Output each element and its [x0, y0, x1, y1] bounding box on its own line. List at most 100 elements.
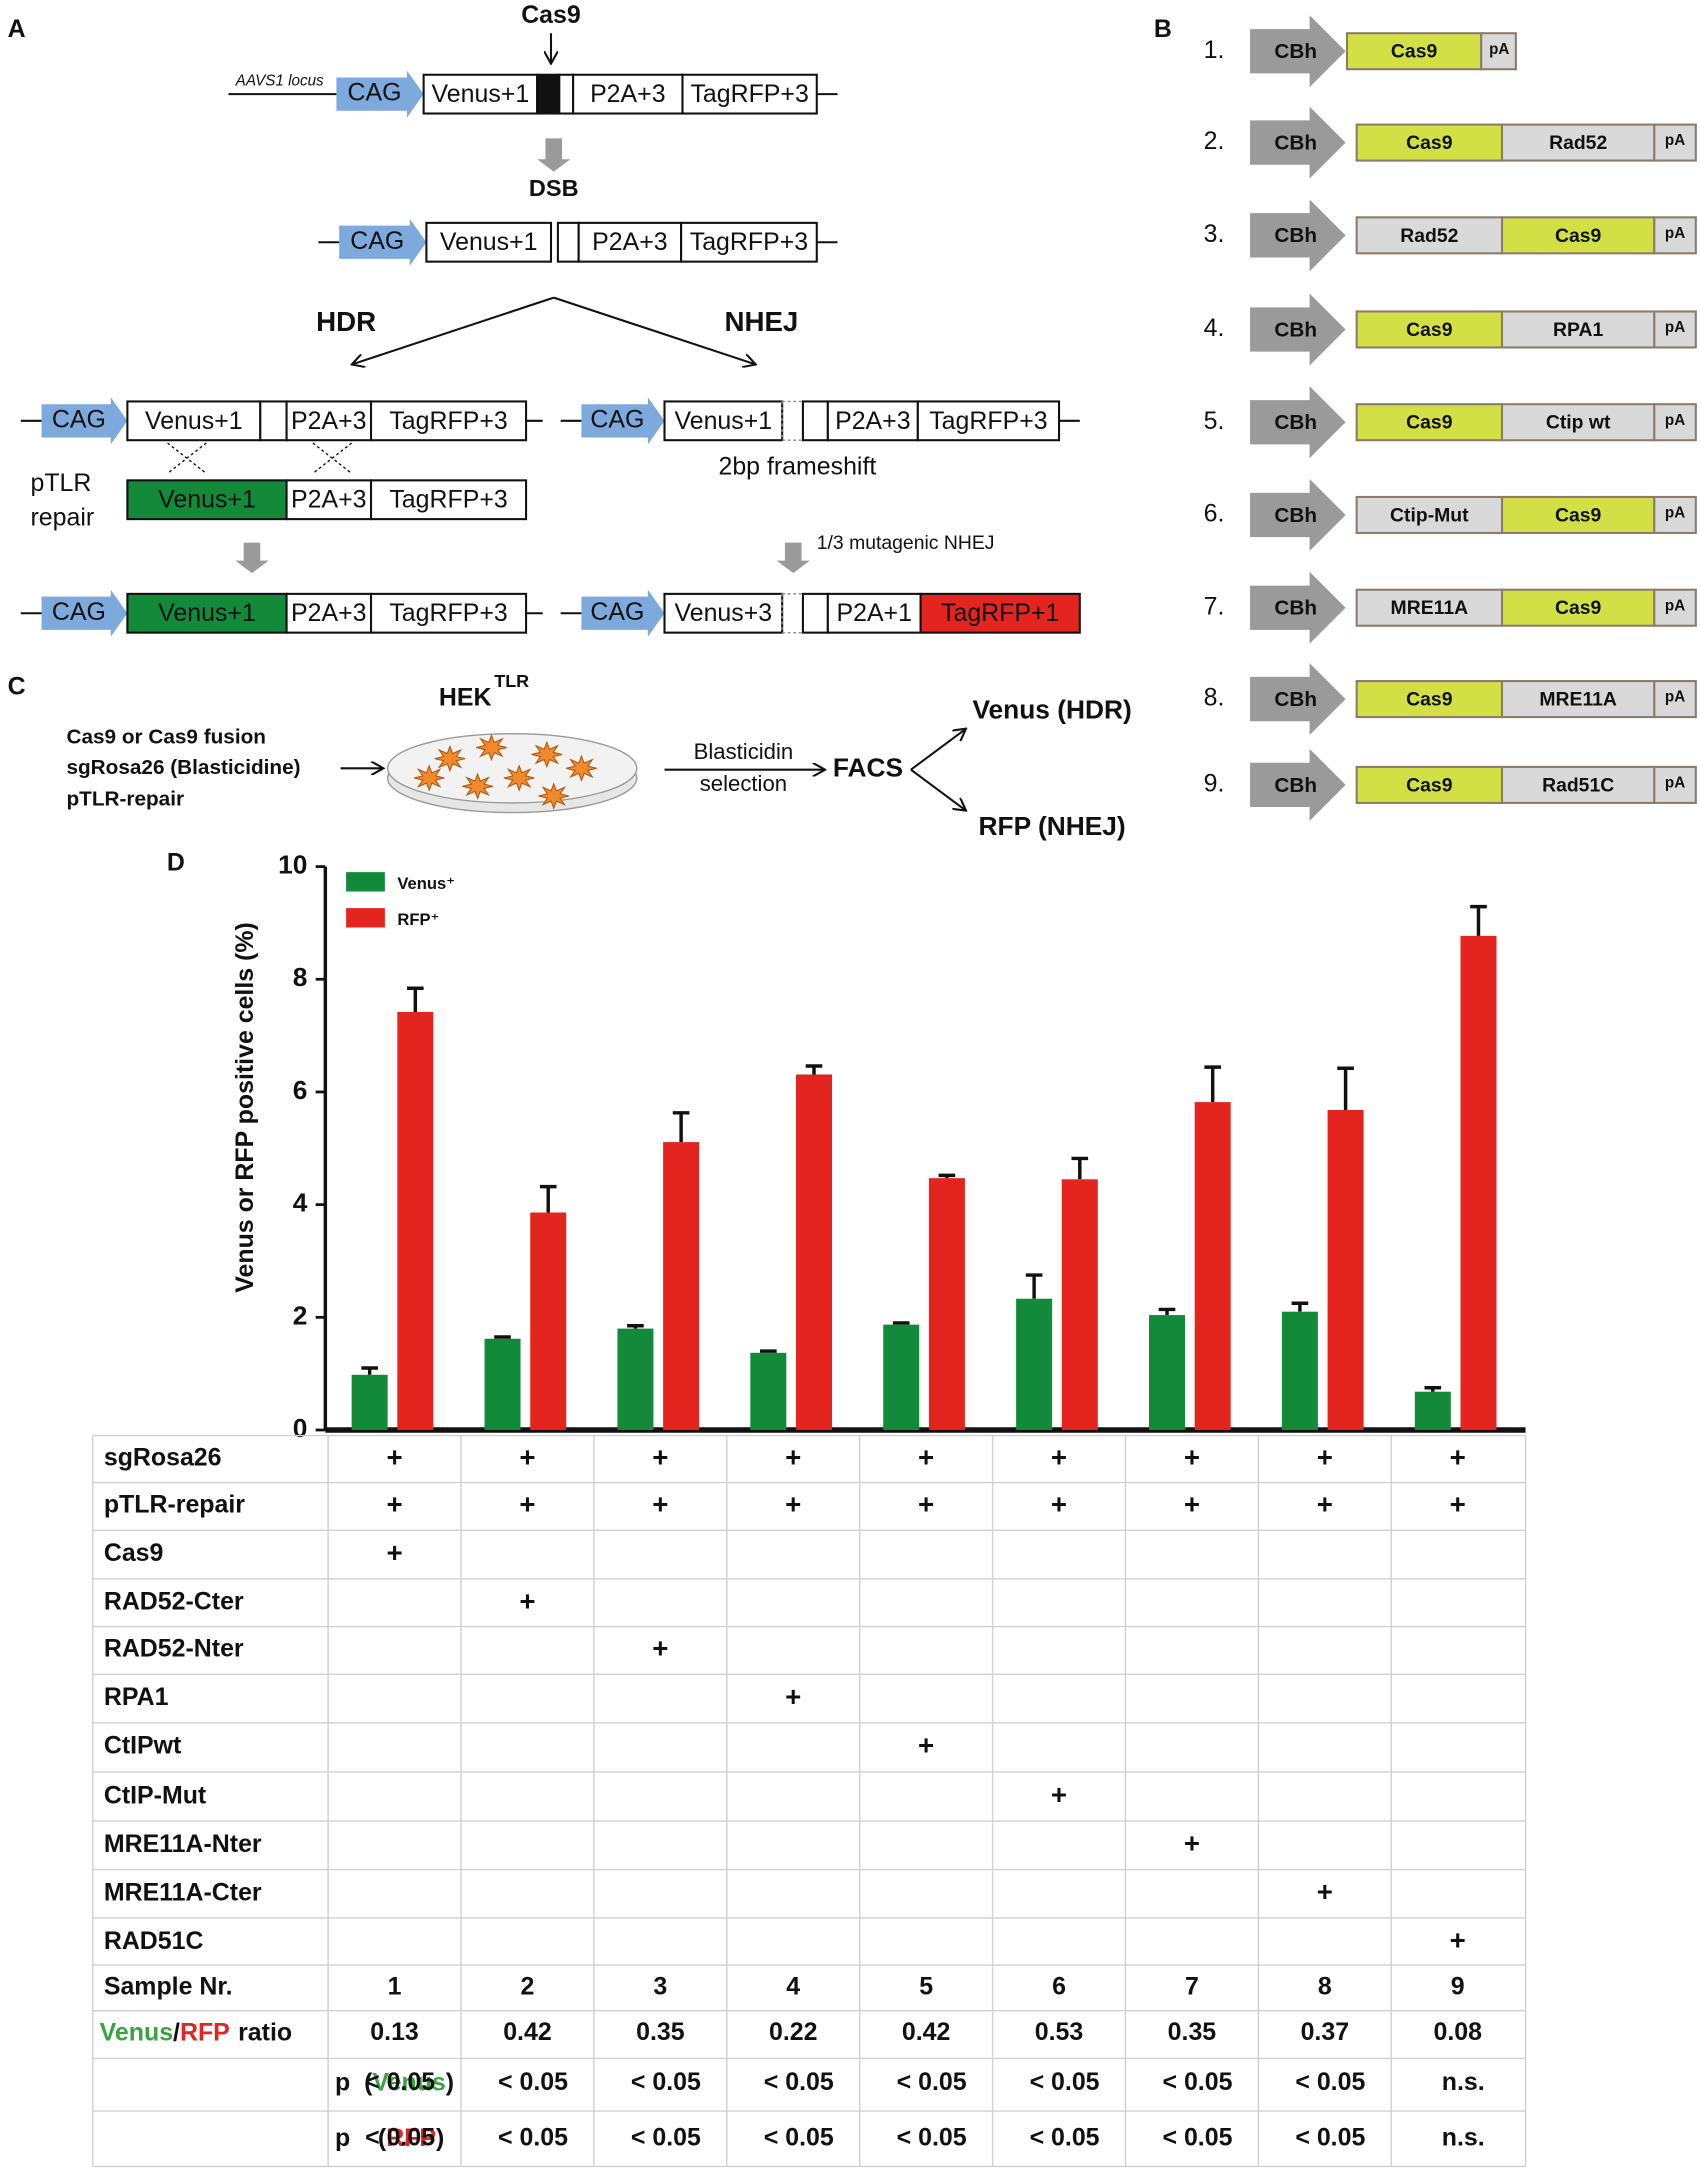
label: CBh — [1274, 688, 1317, 711]
label: 6 — [1052, 1972, 1066, 2000]
label: Cas9 — [1555, 597, 1602, 619]
construct-segment — [1355, 765, 1504, 804]
label: NHEJ — [724, 306, 798, 337]
label: < 0.05 — [1030, 2123, 1100, 2151]
bar — [1194, 1102, 1231, 1431]
promoter-arrow — [1250, 106, 1346, 179]
polya — [1653, 403, 1697, 442]
bar — [928, 1178, 965, 1431]
label: Blasticidin — [694, 739, 794, 764]
label: + — [785, 1441, 801, 1472]
label: CBh — [1274, 597, 1317, 620]
cassette-segment — [126, 400, 262, 442]
label: Cas9 — [104, 1539, 164, 1567]
label: n.s. — [1442, 2068, 1485, 2096]
label: + — [785, 1488, 801, 1519]
label: 0.53 — [1035, 2018, 1083, 2046]
label-part: Venus — [372, 2068, 445, 2096]
error-bar — [539, 1184, 557, 1213]
label: HEK — [439, 684, 492, 712]
label: CtIPwt — [104, 1732, 181, 1760]
promoter-arrow — [1250, 571, 1346, 644]
label: selection — [700, 771, 787, 796]
error-bar — [672, 1111, 690, 1143]
label: RAD52-Nter — [104, 1635, 244, 1663]
label: < 0.05 — [1295, 2123, 1365, 2151]
error-bar — [1291, 1301, 1309, 1312]
label: RFP (NHEJ) — [979, 811, 1126, 841]
label: Rad51C — [1542, 774, 1614, 796]
label: CtIP-Mut — [104, 1781, 206, 1809]
label: pA — [1489, 41, 1509, 58]
polya — [1480, 32, 1517, 71]
bar — [351, 1374, 388, 1431]
dish — [386, 732, 638, 804]
error-bar — [1071, 1156, 1089, 1180]
label: CAG — [590, 405, 644, 433]
label: 6 — [293, 1075, 308, 1105]
construct-segment — [1500, 588, 1656, 627]
label: < 0.05 — [764, 2068, 834, 2096]
label-part: p — [335, 2068, 350, 2096]
label: Venus+1 — [440, 228, 538, 256]
label: Cas9 — [1406, 319, 1453, 341]
label: RAD52-Cter — [104, 1588, 244, 1616]
cell — [413, 764, 445, 792]
cell — [476, 733, 507, 762]
label: CBh — [1274, 774, 1317, 797]
bar — [663, 1142, 700, 1431]
label: 9 — [1451, 1972, 1465, 2000]
cassette-segment — [781, 593, 804, 634]
label-part: RFP — [386, 2123, 436, 2151]
label: pTLR — [30, 469, 91, 497]
label: DSB — [529, 175, 579, 201]
bar — [1061, 1179, 1098, 1431]
label: 10 — [278, 850, 307, 880]
label: CAG — [52, 598, 106, 626]
line — [312, 442, 353, 474]
construct-segment — [1355, 123, 1504, 162]
label: + — [1051, 1488, 1067, 1519]
construct-segment — [1500, 495, 1656, 535]
label: < 0.05 — [897, 2123, 967, 2151]
line — [353, 296, 555, 364]
label: CBh — [1274, 504, 1317, 527]
label: Venus+3 — [675, 599, 773, 627]
cassette-segment — [425, 221, 553, 263]
cassette-segment — [826, 592, 922, 634]
label: P2A+3 — [291, 599, 366, 627]
promoter-arrow — [41, 397, 128, 445]
error-bar — [892, 1321, 910, 1325]
label: RPA1 — [104, 1683, 169, 1711]
line — [553, 296, 755, 364]
label: Cas9 — [1406, 132, 1453, 154]
label: 0.13 — [370, 2018, 418, 2046]
cassette-segment — [919, 592, 1081, 634]
label: CBh — [1274, 411, 1317, 434]
label: 4 — [293, 1188, 308, 1218]
label: RPA1 — [1553, 319, 1603, 341]
error-bar — [1424, 1386, 1442, 1392]
label: Cas9 — [521, 1, 581, 29]
label: RFP⁺ — [397, 910, 439, 929]
promoter-arrow — [41, 589, 128, 637]
label: sgRosa26 — [104, 1444, 222, 1472]
label: sgRosa26 (Blasticidine) — [66, 756, 300, 779]
label: 0.42 — [503, 2018, 551, 2046]
error-bar — [1470, 904, 1487, 936]
label: Cas9 — [1391, 41, 1438, 63]
label: MRE11A-Cter — [104, 1878, 262, 1906]
label: TLR — [494, 671, 529, 691]
legend-swatch — [346, 908, 385, 928]
label: P2A+3 — [291, 407, 366, 435]
label: Cas9 — [1406, 412, 1453, 434]
cassette-segment — [801, 400, 829, 442]
label: 7. — [1204, 592, 1225, 620]
label: < 0.05 — [897, 2068, 967, 2096]
construct-segment — [1500, 403, 1656, 442]
label: P2A+3 — [592, 228, 667, 256]
label: 2 — [521, 1972, 535, 2000]
polya — [1653, 310, 1697, 349]
cassette-segment — [536, 73, 561, 115]
